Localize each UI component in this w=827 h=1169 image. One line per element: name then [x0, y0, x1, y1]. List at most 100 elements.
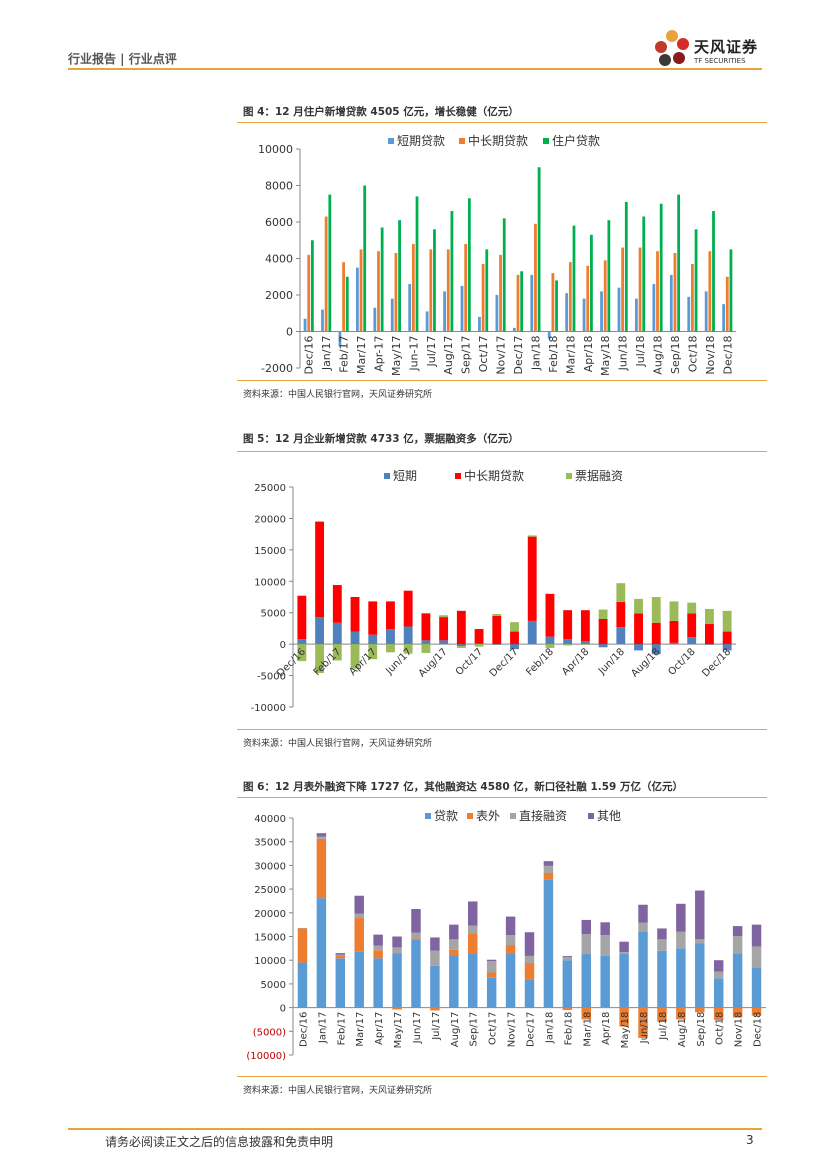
chart6-bar-表外 [316, 838, 327, 899]
chart5-bar-中长期贷款 [315, 521, 325, 618]
chart6-bar-贷款 [468, 953, 478, 1008]
chart6-x-tick-label: Mar/17 [355, 1012, 366, 1047]
chart6-bar-其他 [373, 934, 383, 946]
chart5-y-tick-label: -5000 [257, 672, 286, 683]
chart4-bar-中长期贷款 [725, 276, 729, 332]
chart6-x-tick-label: Aug/17 [450, 1012, 461, 1048]
chart4-x-tick-label: Mar/17 [355, 336, 368, 374]
chart5-bar-票据融资 [456, 646, 466, 648]
chart5-legend-label: 短期 [393, 469, 417, 483]
chart4-bar-短期贷款 [547, 331, 551, 339]
chart6-bar-直接融资 [581, 934, 591, 955]
chart6-legend-label: 其他 [597, 809, 621, 823]
chart4-bar-住户贷款 [485, 249, 489, 332]
chart6-bar-表外 [335, 955, 346, 959]
chart6-bar-直接融资 [354, 913, 364, 919]
chart6-bar-表外 [638, 1007, 648, 1038]
chart5-bar-中长期贷款 [651, 622, 661, 645]
chart5-x-tick-label: Oct/17 [454, 646, 485, 677]
chart4-bar-住户贷款 [537, 167, 541, 332]
chart4-bar-短期贷款 [425, 311, 429, 332]
chart4-x-tick-label: Jan/17 [320, 336, 333, 372]
chart6-bar-贷款 [335, 958, 346, 1008]
chart6-bar-表外 [373, 950, 383, 959]
chart6-bar-其他 [562, 955, 573, 957]
chart4-bar-住户贷款 [328, 194, 332, 332]
chart4-x-tick-label: Oct/17 [477, 336, 490, 373]
chart4-bar-中长期贷款 [359, 249, 363, 332]
chart4-bar-短期贷款 [303, 318, 307, 332]
chart4-bar-短期贷款 [460, 285, 464, 332]
chart6-bar-其他 [732, 926, 743, 937]
chart5-bar-短期 [421, 640, 431, 645]
chart4-bar-短期贷款 [478, 316, 481, 332]
chart5-bar-票据融资 [598, 609, 608, 619]
chart6-bar-表外 [676, 1007, 686, 1020]
chart6-x-tick-label: Apr/18 [601, 1012, 612, 1045]
chart4-x-tick-label: May/17 [390, 336, 403, 376]
chart4-bar-中长期贷款 [324, 216, 328, 332]
chart4-x-tick-label: Sep/17 [460, 336, 473, 374]
chart6-bar-贷款 [411, 939, 421, 1008]
figure-5-rule [237, 451, 767, 452]
chart4-bar-短期贷款 [495, 295, 499, 332]
chart4-bar-短期贷款 [321, 309, 324, 332]
chart5-bar-票据融资 [722, 610, 732, 632]
chart4-bar-住户贷款 [502, 218, 506, 332]
chart4-bar-住户贷款 [590, 234, 593, 332]
chart5-x-tick-label: Dec/16 [275, 646, 308, 679]
logo-text-cn: 天风证券 [694, 38, 759, 56]
chart6-x-tick-label: Nov/17 [507, 1012, 518, 1048]
chart4-bar-短期贷款 [373, 307, 377, 332]
chart4-bar-住户贷款 [607, 220, 611, 332]
chart4-bar-中长期贷款 [673, 253, 677, 332]
chart6-bar-贷款 [732, 953, 743, 1008]
chart5-bar-短期 [634, 644, 643, 651]
chart5-bar-中长期贷款 [297, 595, 307, 640]
chart6-bar-其他 [335, 953, 346, 955]
chart6-bar-直接融资 [676, 931, 686, 949]
chart4-bar-住户贷款 [624, 201, 628, 332]
chart5-bar-票据融资 [315, 644, 325, 674]
chart5-legend-label: 中长期贷款 [464, 468, 524, 483]
chart5-legend-label: 票据融资 [575, 469, 623, 483]
chart5-bar-中长期贷款 [510, 631, 519, 645]
chart6-bar-其他 [713, 960, 724, 972]
chart5-bar-中长期贷款 [704, 624, 714, 645]
chart6-x-tick-label: Jul/18 [658, 1012, 669, 1041]
chart6-bar-其他 [695, 890, 705, 940]
chart6-bar-其他 [676, 903, 686, 932]
chart5-bar-中长期贷款 [350, 597, 360, 632]
chart6-bar-表外 [449, 949, 459, 956]
chart6-bar-表外 [695, 1007, 705, 1013]
chart6-bar-表外 [430, 1007, 440, 1011]
figure-4-title: 图 4：12 月住户新增贷款 4505 亿元，增长稳健（亿元） [243, 106, 519, 118]
figure-5-source-rule [237, 729, 767, 730]
chart4-bar-中长期贷款 [568, 262, 572, 332]
chart4-bar-中长期贷款 [638, 247, 642, 332]
chart6-bar-其他 [430, 937, 440, 951]
chart4-bar-中长期贷款 [429, 249, 433, 332]
chart6-x-tick-label: Dec/16 [298, 1012, 309, 1047]
chart6-x-tick-label: May/17 [393, 1012, 404, 1049]
chart5-bar-短期 [474, 643, 484, 645]
chart6-x-tick-label: Jan/18 [544, 1012, 555, 1045]
chart5-bar-短期 [651, 644, 661, 655]
chart4-x-tick-label: Aug/17 [442, 336, 455, 375]
chart6-bar-贷款 [600, 955, 610, 1008]
chart5-bar-中长期贷款 [580, 610, 590, 641]
chart6-bar-其他 [600, 922, 610, 936]
chart6-bar-贷款 [505, 953, 516, 1008]
chart6-x-tick-label: Nov/18 [734, 1012, 745, 1048]
chart4-bar-中长期贷款 [534, 223, 537, 332]
chart4-bar-中长期贷款 [481, 263, 485, 332]
chart5-bar-短期 [669, 642, 679, 645]
chart6-bar-贷款 [638, 931, 648, 1008]
chart6-bar-其他 [449, 924, 459, 940]
chart6-bar-直接融资 [619, 952, 629, 955]
chart6-y-tick-label: 35000 [254, 838, 286, 849]
chart5-bar-票据融资 [297, 644, 307, 662]
chart4-x-tick-label: Sep/18 [669, 336, 682, 374]
chart6-y-tick-label: (10000) [246, 1051, 286, 1062]
chart6-bar-贷款 [713, 978, 724, 1008]
